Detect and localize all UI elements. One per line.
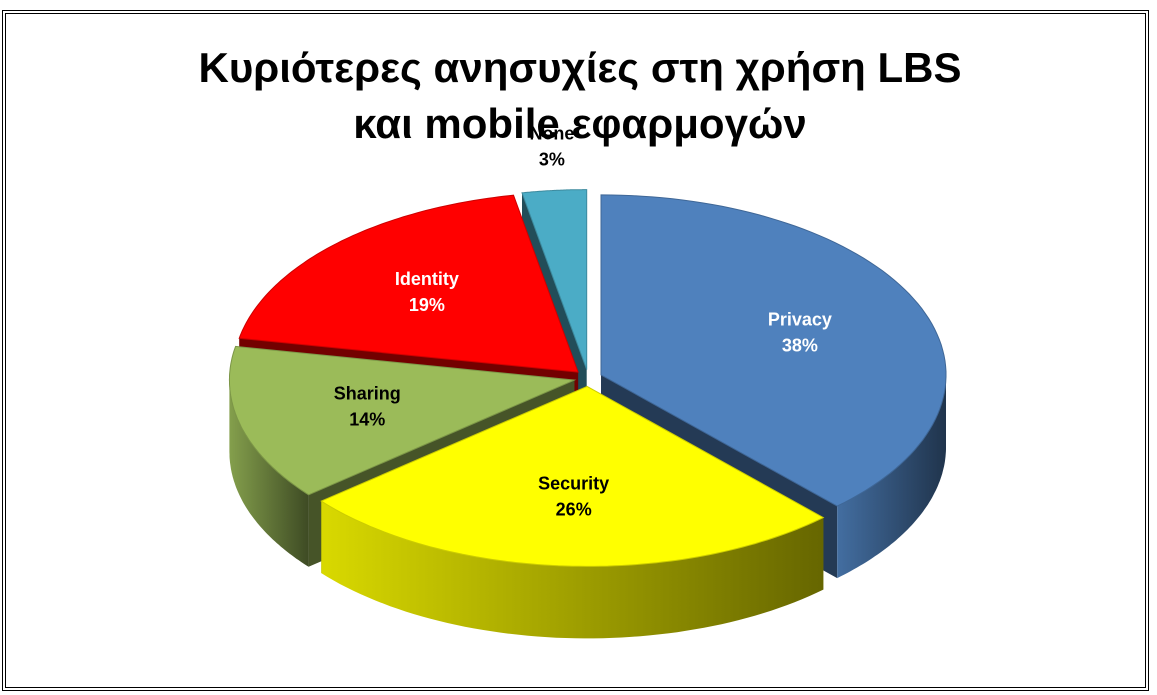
data-label-value: 26% — [556, 500, 592, 520]
pie-slice — [238, 194, 579, 373]
pie-slice — [320, 385, 825, 567]
pie-slice — [228, 345, 577, 496]
data-label-value: 38% — [782, 336, 818, 356]
data-label-value: 3% — [539, 150, 565, 170]
data-label-value: 19% — [409, 295, 445, 315]
data-label-name: Identity — [395, 269, 459, 289]
data-label-name: Sharing — [334, 384, 401, 404]
slice-wall — [321, 501, 824, 639]
slice-wall — [837, 374, 946, 579]
pie-slice — [600, 194, 947, 507]
pie-slice — [521, 189, 588, 370]
slice — [320, 385, 825, 639]
data-label-name: None — [529, 124, 574, 144]
data-label-value: 14% — [349, 410, 385, 430]
chart-title: Κυριότερες ανησυχίες στη χρήση LBS και m… — [198, 44, 962, 147]
chart-frame — [2, 10, 1149, 691]
data-label-name: Privacy — [768, 310, 832, 330]
data-label-name: Security — [538, 474, 609, 494]
slice-wall — [229, 380, 309, 567]
